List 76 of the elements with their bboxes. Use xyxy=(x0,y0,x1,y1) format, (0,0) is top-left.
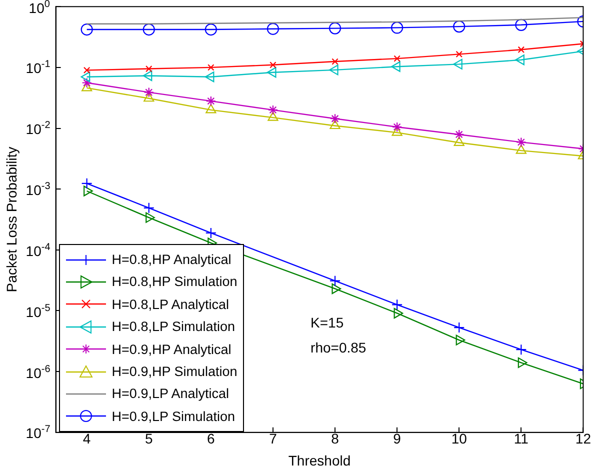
point xyxy=(270,62,276,68)
point xyxy=(204,23,217,36)
point xyxy=(208,64,214,71)
legend-label: H=0.8,HP Analytical xyxy=(112,252,232,268)
y-tick-label: 10$^{-2}$ xyxy=(26,120,50,138)
x-tick-label: 8 xyxy=(331,430,340,447)
x-tick-label: 5 xyxy=(144,430,153,447)
x-tick-label: 9 xyxy=(393,430,402,447)
y-tick-label: 10$^{0}$ xyxy=(28,0,50,16)
point xyxy=(392,299,403,310)
x-tick-label: 12 xyxy=(575,430,592,447)
point xyxy=(518,357,528,368)
point xyxy=(332,58,338,65)
point xyxy=(204,72,214,82)
y-tick-label: 10$^{-3}$ xyxy=(26,181,50,198)
x-tick-label: 10 xyxy=(451,430,468,447)
point xyxy=(81,178,92,189)
legend-label: H=0.8,LP Simulation xyxy=(112,319,235,334)
point xyxy=(268,104,278,115)
legend-label: H=0.9,HP Simulation xyxy=(112,364,238,380)
point xyxy=(328,22,342,34)
point xyxy=(329,275,341,286)
x-tick-label: 7 xyxy=(269,430,278,447)
annotation: rho=0.85 xyxy=(310,339,366,356)
x-tick-label: 11 xyxy=(514,430,529,447)
y-tick-label: 10$^{-1}$ xyxy=(26,59,50,76)
annotation: K=15 xyxy=(310,314,344,331)
point xyxy=(80,23,93,36)
point xyxy=(516,144,526,154)
point xyxy=(80,72,90,82)
point xyxy=(394,55,400,62)
point xyxy=(454,136,464,146)
y-tick-label: 10$^{-4}$ xyxy=(26,242,50,259)
point xyxy=(266,22,280,35)
x-tick-label: 6 xyxy=(207,430,216,447)
point xyxy=(83,66,90,74)
y-tick-label: 10$^{-6}$ xyxy=(26,364,50,381)
x-axis-title: Threshold xyxy=(288,452,351,468)
legend-label: H=0.8,HP Simulation xyxy=(112,274,238,290)
y-tick-label: 10$^{-5}$ xyxy=(26,302,50,320)
point xyxy=(144,87,154,98)
point xyxy=(206,104,216,114)
point xyxy=(330,120,340,130)
legend-label: H=0.8,LP Analytical xyxy=(112,296,229,312)
point xyxy=(453,20,466,33)
point xyxy=(205,227,216,239)
point xyxy=(454,322,465,334)
point xyxy=(454,129,464,140)
point xyxy=(518,46,525,54)
point xyxy=(456,50,462,58)
y-axis-title: Packet Loss Probability xyxy=(3,146,20,292)
point xyxy=(144,92,154,102)
point xyxy=(206,96,216,106)
point xyxy=(142,70,152,82)
point xyxy=(391,22,404,34)
point xyxy=(516,137,526,148)
point xyxy=(82,78,92,88)
point xyxy=(145,65,152,72)
point xyxy=(391,61,400,72)
point xyxy=(330,114,340,124)
legend-label: H=0.9,LP Simulation xyxy=(112,408,235,424)
point xyxy=(142,23,155,36)
point xyxy=(456,334,466,346)
point xyxy=(453,58,462,70)
point xyxy=(516,344,527,356)
point xyxy=(143,202,154,214)
point xyxy=(392,122,402,132)
point xyxy=(328,64,338,76)
point xyxy=(515,18,528,31)
y-tick-label: 10$^{-7}$ xyxy=(26,424,50,442)
point xyxy=(268,111,278,121)
x-tick-label: 4 xyxy=(82,430,91,447)
legend-label: H=0.9,HP Analytical xyxy=(112,342,232,357)
point xyxy=(515,54,524,66)
point xyxy=(266,67,276,78)
legend-label: H=0.9,LP Analytical xyxy=(112,386,229,402)
